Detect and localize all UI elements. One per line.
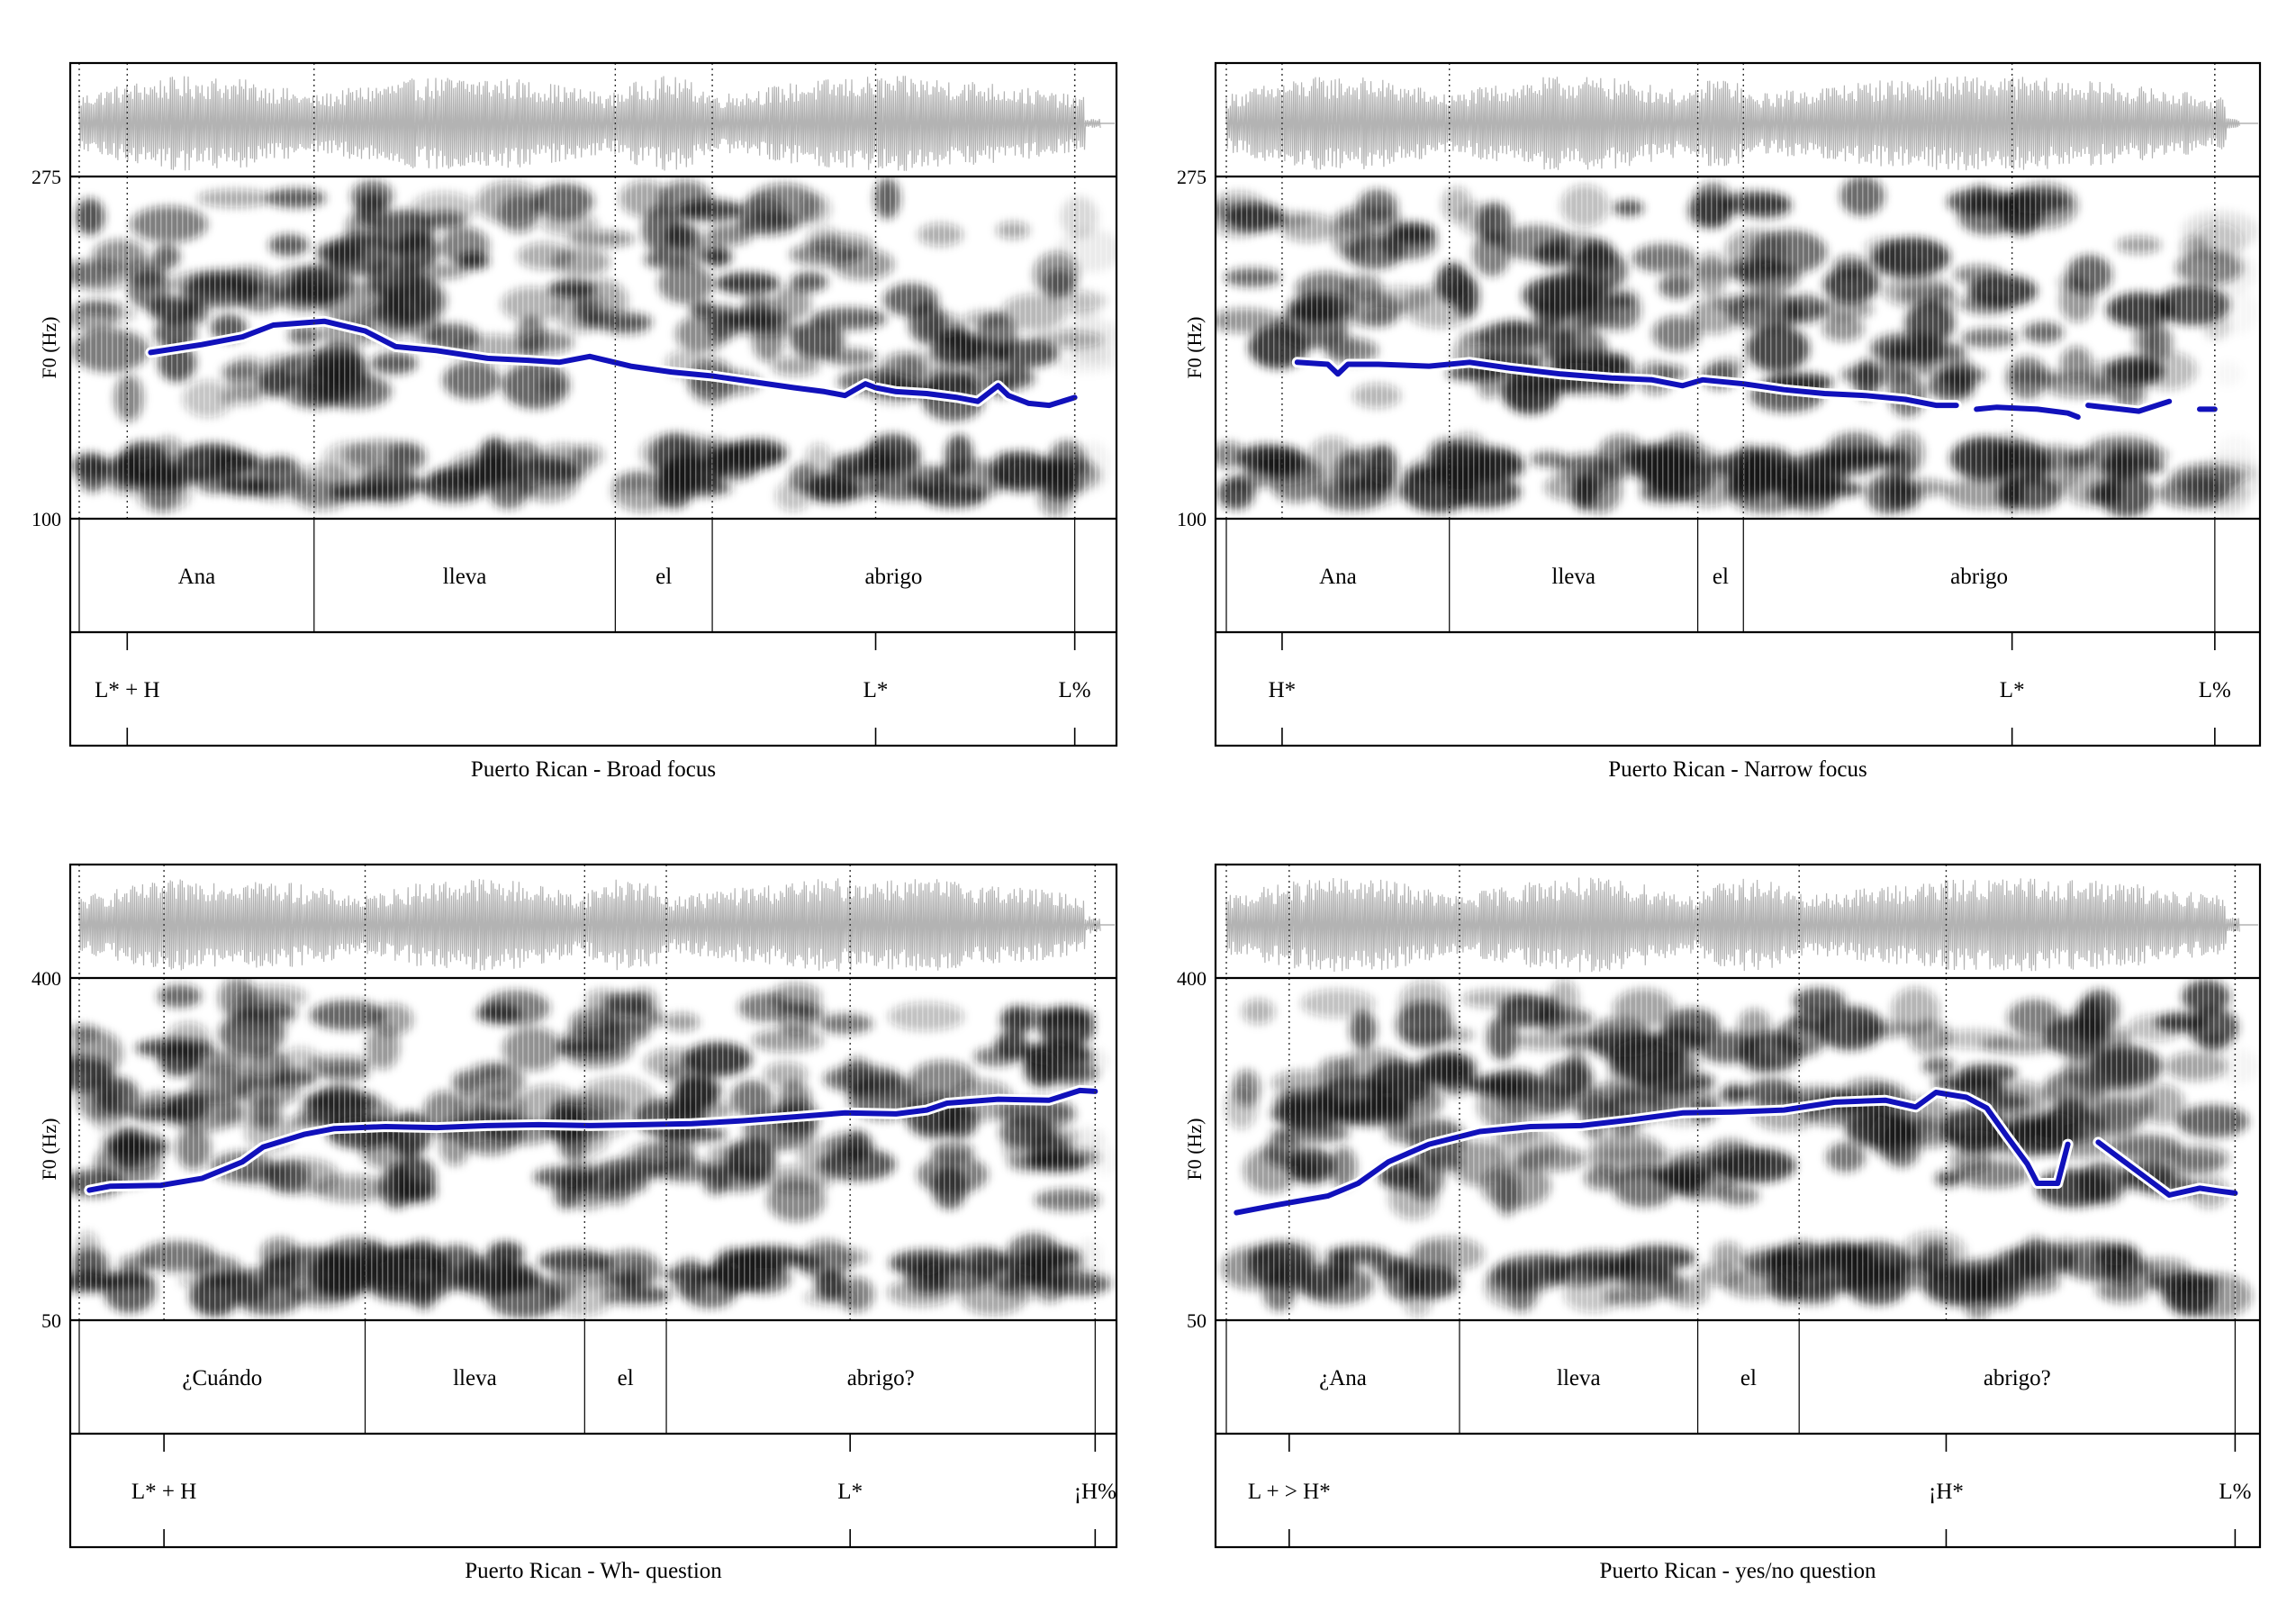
frames — [68, 61, 1118, 747]
word-label: el — [655, 565, 672, 589]
waveform-tier — [1225, 76, 2258, 171]
f0-contour — [1291, 357, 2220, 423]
y-max-label: 275 — [32, 166, 61, 188]
f0-line — [1234, 1090, 2071, 1216]
word-label: lleva — [453, 1366, 497, 1390]
boundaries — [1225, 63, 2216, 746]
tone-label: ¡H* — [1929, 1480, 1964, 1504]
word-tier: Ana lleva el abrigo — [178, 565, 923, 589]
word-label: lleva — [1551, 565, 1595, 589]
spectrogram — [1216, 177, 2260, 519]
tone-label: L* — [2000, 678, 2025, 702]
spectrogram-energy — [70, 978, 1116, 1320]
tone-label: L% — [2219, 1480, 2251, 1504]
boundaries — [78, 865, 1097, 1547]
f0-line — [148, 318, 1078, 409]
f0-line — [1294, 359, 1959, 409]
word-label: ¿Cuándo — [182, 1366, 262, 1390]
word-label: el — [618, 1366, 634, 1390]
tone-label: L% — [1059, 678, 1091, 702]
waveform-trace — [1225, 877, 2240, 973]
y-axis-label: F0 (Hz) — [1183, 1118, 1206, 1180]
y-max-label: 275 — [1177, 166, 1207, 188]
panel-frame — [1214, 863, 2262, 1549]
boundaries — [1225, 865, 2237, 1547]
f0-line — [86, 1087, 1098, 1193]
frames — [68, 863, 1118, 1549]
tone-label: L* — [837, 1480, 863, 1504]
word-tier: ¿Ana lleva el abrigo? — [1319, 1366, 2051, 1390]
word-label: abrigo? — [847, 1366, 915, 1390]
tone-label: L* — [863, 678, 889, 702]
word-label: abrigo — [864, 565, 922, 589]
word-label: el — [1740, 1366, 1757, 1390]
panel-wh-question: 400 50 F0 (Hz) ¿Cuándo lleva el abrigo? … — [32, 863, 1118, 1583]
tone-tier: L* + H L* L% — [95, 678, 1091, 702]
y-min-label: 100 — [32, 508, 61, 530]
panel-frame — [68, 863, 1118, 1549]
tone-tier: L + > H* ¡H* L% — [1248, 1480, 2252, 1504]
word-label: ¿Ana — [1319, 1366, 1367, 1390]
word-label: abrigo — [1950, 565, 2008, 589]
f0-line — [2085, 398, 2173, 414]
waveform-tier — [1225, 877, 2258, 973]
waveform-trace — [78, 76, 1101, 171]
tone-tier: L* + H L* ¡H% — [131, 1480, 1116, 1504]
spectrogram — [70, 177, 1116, 519]
spectrogram — [70, 978, 1116, 1320]
tone-label: L* + H — [95, 678, 159, 702]
panel-caption: Puerto Rican - yes/no question — [1600, 1559, 1876, 1583]
word-label: Ana — [1319, 565, 1357, 589]
word-label: abrigo? — [1984, 1366, 2051, 1390]
y-axis-label: F0 (Hz) — [38, 1118, 60, 1180]
boundaries — [78, 63, 1076, 746]
waveform-tier — [78, 878, 1115, 972]
panel-caption: Puerto Rican - Wh- question — [465, 1559, 722, 1583]
waveform-trace — [78, 878, 1101, 972]
word-label: lleva — [1557, 1366, 1601, 1390]
tone-label: ¡H% — [1074, 1480, 1116, 1504]
word-label: Ana — [178, 565, 216, 589]
y-min-label: 50 — [1187, 1309, 1207, 1332]
f0-contour — [84, 1084, 1101, 1196]
tone-label: L% — [2199, 678, 2231, 702]
tone-label: H* — [1269, 678, 1297, 702]
frames — [1214, 863, 2262, 1549]
spectrogram-energy — [70, 177, 1116, 519]
f0-contour — [1231, 1087, 2241, 1218]
panel-yes-no-question: 400 50 F0 (Hz) ¿Ana lleva el abrigo? L +… — [1177, 863, 2262, 1583]
panel-frame — [68, 61, 1118, 747]
y-max-label: 400 — [32, 967, 61, 990]
y-axis-label: F0 (Hz) — [1183, 316, 1206, 378]
waveform-tier — [78, 76, 1115, 171]
word-label: lleva — [443, 565, 487, 589]
frames — [1214, 61, 2262, 747]
panel-frame — [1214, 61, 2262, 747]
f0-line — [1974, 404, 2081, 421]
y-min-label: 50 — [41, 1309, 61, 1332]
panel-caption: Puerto Rican - Narrow focus — [1608, 757, 1867, 782]
tone-tier: H* L* L% — [1269, 678, 2231, 702]
y-min-label: 100 — [1177, 508, 1207, 530]
f0-contour — [145, 315, 1080, 412]
panel-broad-focus: 275 100 F0 (Hz) Ana lleva el abrigo L* +… — [32, 61, 1118, 782]
spectrogram-energy — [1216, 177, 2260, 519]
word-label: el — [1713, 565, 1729, 589]
tone-label: L + > H* — [1248, 1480, 1331, 1504]
f0-line — [2095, 1139, 2238, 1198]
waveform-trace — [1225, 76, 2240, 171]
word-tier: ¿Cuándo lleva el abrigo? — [182, 1366, 914, 1390]
y-max-label: 400 — [1177, 967, 1207, 990]
y-axis-label: F0 (Hz) — [38, 316, 60, 378]
panel-caption: Puerto Rican - Broad focus — [471, 757, 716, 782]
tone-label: L* + H — [131, 1480, 196, 1504]
word-tier: Ana lleva el abrigo — [1319, 565, 2008, 589]
panel-narrow-focus: 275 100 F0 (Hz) Ana lleva el abrigo H* L… — [1177, 61, 2262, 782]
